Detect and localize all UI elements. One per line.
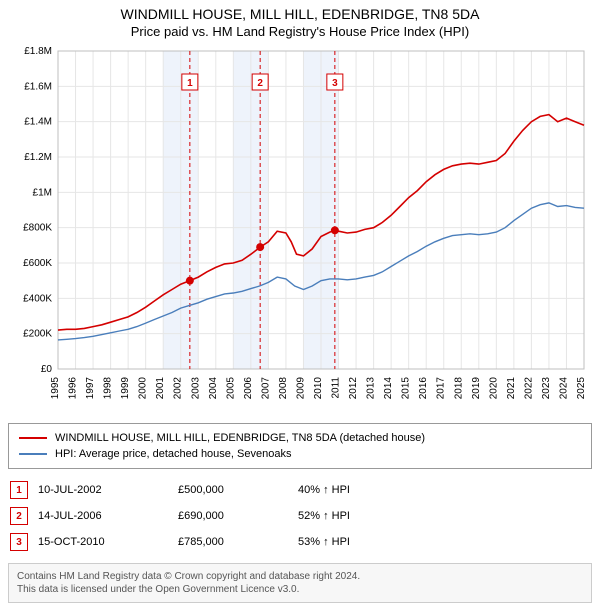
legend-swatch-property [19, 437, 47, 439]
sales-table: 1 10-JUL-2002£500,00040% ↑ HPI 2 14-JUL-200… [8, 477, 592, 555]
svg-text:2000: 2000 [138, 377, 149, 400]
sale-delta: 52% ↑ HPI [298, 510, 590, 522]
sale-delta: 53% ↑ HPI [298, 536, 590, 548]
legend-box: WINDMILL HOUSE, MILL HILL, EDENBRIDGE, T… [8, 423, 592, 469]
sale-price: £785,000 [178, 536, 298, 548]
svg-text:3: 3 [332, 78, 338, 89]
legend-row-hpi: HPI: Average price, detached house, Seve… [19, 446, 581, 462]
svg-text:1997: 1997 [85, 377, 96, 400]
svg-text:2018: 2018 [453, 377, 464, 400]
svg-text:1999: 1999 [120, 377, 131, 400]
svg-text:2: 2 [257, 78, 263, 89]
svg-text:2024: 2024 [558, 377, 569, 400]
svg-text:2014: 2014 [383, 377, 394, 400]
svg-text:2025: 2025 [576, 377, 587, 400]
svg-text:£800K: £800K [23, 223, 52, 234]
svg-text:1: 1 [187, 78, 193, 89]
price-chart: £0 £200K £400K £600K £800K £1M £1.2M £1.4M £1.6M… [8, 45, 592, 415]
svg-text:£200K: £200K [23, 329, 52, 340]
svg-text:2001: 2001 [155, 377, 166, 400]
svg-text:£1M: £1M [33, 187, 52, 198]
svg-text:2003: 2003 [190, 377, 201, 400]
svg-text:2007: 2007 [260, 377, 271, 400]
sale-date: 15-OCT-2010 [38, 536, 178, 548]
sale-delta: 40% ↑ HPI [298, 484, 590, 496]
sale-badge: 3 [10, 533, 28, 551]
svg-text:2021: 2021 [506, 377, 517, 400]
svg-text:2009: 2009 [295, 377, 306, 400]
svg-text:£1.6M: £1.6M [24, 81, 52, 92]
sale-row: 1 10-JUL-2002£500,00040% ↑ HPI [8, 477, 592, 503]
sale-badge: 2 [10, 507, 28, 525]
svg-text:2015: 2015 [401, 377, 412, 400]
svg-text:2022: 2022 [523, 377, 534, 400]
svg-text:2006: 2006 [243, 377, 254, 400]
legend-label-property: WINDMILL HOUSE, MILL HILL, EDENBRIDGE, T… [55, 432, 425, 444]
svg-text:2008: 2008 [278, 377, 289, 400]
svg-text:1996: 1996 [68, 377, 79, 400]
legend-label-hpi: HPI: Average price, detached house, Seve… [55, 448, 291, 460]
sale-date: 14-JUL-2006 [38, 510, 178, 522]
svg-text:2012: 2012 [348, 377, 359, 400]
svg-text:2011: 2011 [331, 377, 342, 399]
svg-text:1995: 1995 [50, 377, 61, 400]
svg-text:£400K: £400K [23, 293, 52, 304]
sale-price: £500,000 [178, 484, 298, 496]
svg-text:2023: 2023 [541, 377, 552, 400]
svg-text:1998: 1998 [103, 377, 114, 400]
svg-text:2010: 2010 [313, 377, 324, 400]
page-title: WINDMILL HOUSE, MILL HILL, EDENBRIDGE, T… [8, 6, 592, 22]
svg-text:2005: 2005 [225, 377, 236, 400]
svg-text:£1.8M: £1.8M [24, 46, 52, 57]
sale-row: 2 14-JUL-2006£690,00052% ↑ HPI [8, 503, 592, 529]
sale-row: 3 15-OCT-2010£785,00053% ↑ HPI [8, 529, 592, 555]
svg-text:2002: 2002 [173, 377, 184, 400]
svg-text:2013: 2013 [366, 377, 377, 400]
svg-text:2004: 2004 [208, 377, 219, 400]
title-block: WINDMILL HOUSE, MILL HILL, EDENBRIDGE, T… [8, 6, 592, 39]
legend-swatch-hpi [19, 453, 47, 455]
svg-text:2019: 2019 [471, 377, 482, 400]
legend-row-property: WINDMILL HOUSE, MILL HILL, EDENBRIDGE, T… [19, 430, 581, 446]
attribution-footer: Contains HM Land Registry data © Crown c… [8, 563, 592, 603]
chart-svg: £0 £200K £400K £600K £800K £1M £1.2M £1.4M £1.6M… [8, 45, 592, 415]
sale-price: £690,000 [178, 510, 298, 522]
svg-text:2016: 2016 [418, 377, 429, 400]
svg-text:£1.2M: £1.2M [24, 152, 52, 163]
svg-text:2017: 2017 [436, 377, 447, 400]
page-subtitle: Price paid vs. HM Land Registry's House … [8, 24, 592, 39]
sale-badge: 1 [10, 481, 28, 499]
svg-text:2020: 2020 [488, 377, 499, 400]
svg-text:£0: £0 [41, 364, 53, 375]
footer-line-1: Contains HM Land Registry data © Crown c… [17, 570, 583, 583]
svg-text:£1.4M: £1.4M [24, 117, 52, 128]
sale-date: 10-JUL-2002 [38, 484, 178, 496]
svg-text:£600K: £600K [23, 258, 52, 269]
page-container: WINDMILL HOUSE, MILL HILL, EDENBRIDGE, T… [0, 0, 600, 611]
